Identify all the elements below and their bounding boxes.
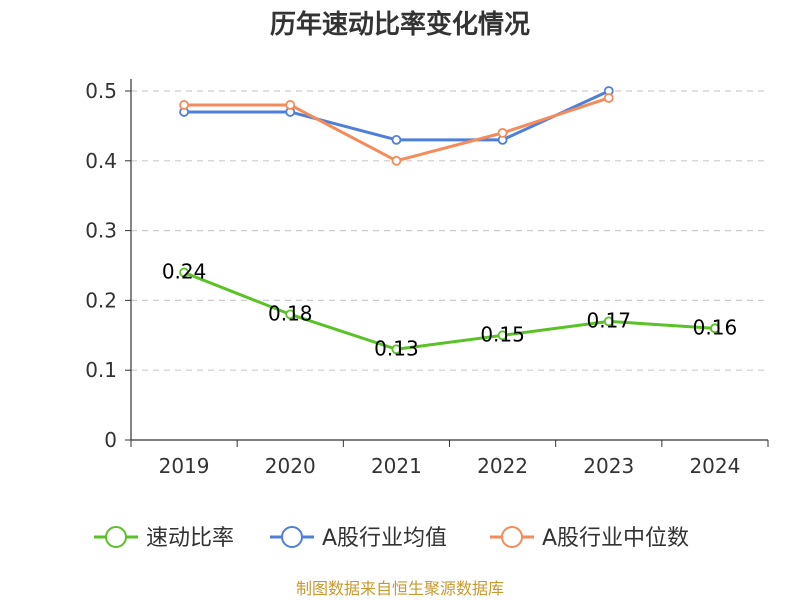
x-tick-label: 2019 <box>159 454 210 478</box>
x-tick-label: 2022 <box>477 454 528 478</box>
x-tick-label: 2024 <box>689 454 740 478</box>
legend-marker <box>105 526 127 548</box>
data-point <box>603 93 614 103</box>
series-group <box>179 86 720 355</box>
y-axis-ticks: 0 0.1 0.2 0.3 0.4 0.5 <box>85 79 131 452</box>
legend-label: 速动比率 <box>146 526 234 551</box>
legend: 速动比率 A股行业均值 A股行业中位数 <box>94 526 689 551</box>
x-tick-label: 2021 <box>371 454 422 478</box>
series-line <box>184 89 610 142</box>
y-tick-label: 0.5 <box>85 79 117 103</box>
legend-label: A股行业中位数 <box>542 526 689 551</box>
data-point <box>285 309 296 320</box>
grid-lines <box>131 90 768 371</box>
data-point <box>603 316 614 327</box>
chart-title: 历年速动比率变化情况 <box>270 9 530 40</box>
data-point <box>497 127 508 138</box>
y-tick-label: 0 <box>104 428 117 452</box>
y-tick-label: 0.3 <box>85 219 117 243</box>
x-tick-label: 2023 <box>583 454 634 478</box>
legend-marker <box>501 526 523 548</box>
data-label: 0.17 <box>586 308 631 332</box>
data-point <box>391 344 402 355</box>
legend-label: A股行业均值 <box>322 526 447 551</box>
y-tick-label: 0.2 <box>85 288 117 312</box>
data-labels: 0.24 0.18 0.13 0.15 0.17 0.16 <box>162 259 737 360</box>
data-point <box>391 134 402 145</box>
x-axis-ticks: 2019 2020 2021 2022 2023 2024 <box>130 440 769 478</box>
legend-marker <box>281 526 303 548</box>
x-tick-label: 2020 <box>265 454 316 478</box>
data-point <box>391 155 402 166</box>
data-label: 0.15 <box>480 322 525 346</box>
data-label: 0.18 <box>268 301 313 325</box>
data-point <box>497 330 508 341</box>
y-tick-label: 0.4 <box>85 149 117 173</box>
series-line <box>184 96 610 163</box>
data-point <box>285 100 296 110</box>
data-point <box>179 267 189 278</box>
data-label: 0.13 <box>374 336 419 360</box>
data-label: 0.16 <box>693 315 738 339</box>
source-note: 制图数据来自恒生聚源数据库 <box>296 579 504 598</box>
data-point <box>710 323 720 334</box>
series-line <box>183 271 716 351</box>
data-label: 0.24 <box>162 259 207 283</box>
data-point <box>179 100 189 110</box>
axes <box>130 79 768 441</box>
y-tick-label: 0.1 <box>85 358 117 382</box>
